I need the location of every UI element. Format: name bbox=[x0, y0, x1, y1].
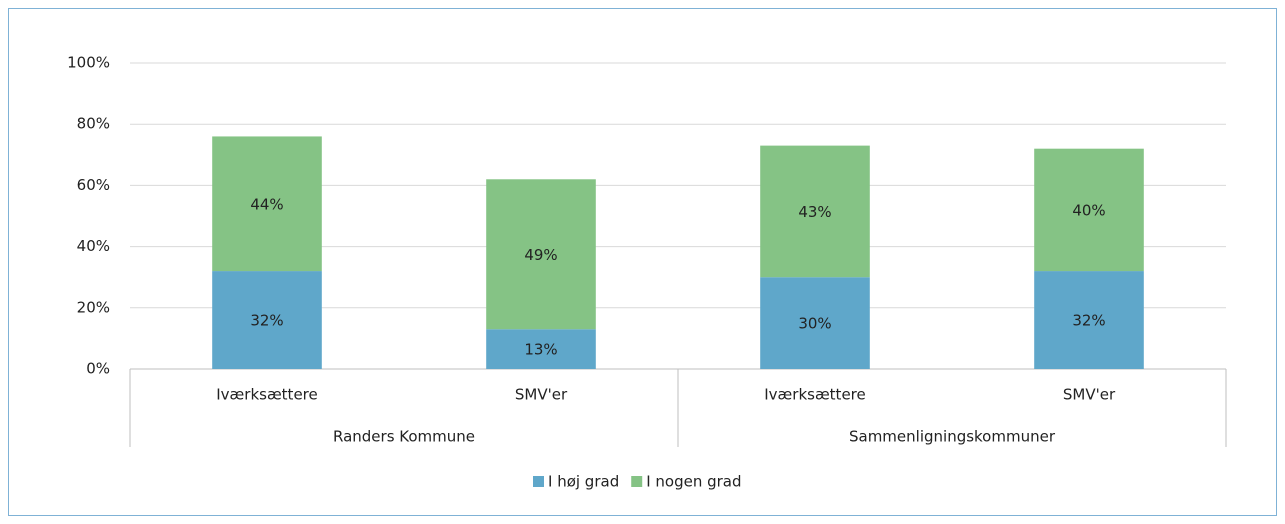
value-label: 49% bbox=[524, 246, 557, 264]
value-label: 43% bbox=[798, 203, 831, 221]
y-tick-label: 40% bbox=[77, 237, 110, 255]
group-label: Sammenligningskommuner bbox=[849, 428, 1056, 446]
legend-swatch bbox=[533, 476, 544, 487]
value-label: 30% bbox=[798, 315, 831, 333]
bar-segment bbox=[212, 271, 322, 369]
value-label: 13% bbox=[524, 341, 557, 359]
x-tick-label: Iværksættere bbox=[764, 386, 865, 404]
bar-segment bbox=[1034, 271, 1144, 369]
value-label: 44% bbox=[250, 195, 283, 213]
y-tick-label: 80% bbox=[77, 115, 110, 133]
y-tick-label: 0% bbox=[86, 360, 110, 378]
bar-segment bbox=[760, 277, 870, 369]
x-tick-label: Iværksættere bbox=[216, 386, 317, 404]
legend-label: I høj grad bbox=[548, 473, 619, 491]
value-label: 32% bbox=[1072, 312, 1105, 330]
legend-label: I nogen grad bbox=[646, 473, 741, 491]
bar-segment bbox=[486, 329, 596, 369]
value-label: 40% bbox=[1072, 201, 1105, 219]
y-tick-label: 100% bbox=[67, 54, 110, 72]
bar-segment bbox=[1034, 148, 1144, 272]
x-tick-label: SMV'er bbox=[515, 386, 568, 404]
value-label: 32% bbox=[250, 312, 283, 330]
x-tick-label: SMV'er bbox=[1063, 386, 1116, 404]
bar-segment bbox=[760, 145, 870, 278]
group-label: Randers Kommune bbox=[333, 428, 475, 446]
bar-segment bbox=[212, 136, 322, 272]
y-tick-label: 20% bbox=[77, 298, 110, 316]
bar-segment bbox=[486, 179, 596, 330]
y-tick-label: 60% bbox=[77, 176, 110, 194]
legend-swatch bbox=[631, 476, 643, 487]
